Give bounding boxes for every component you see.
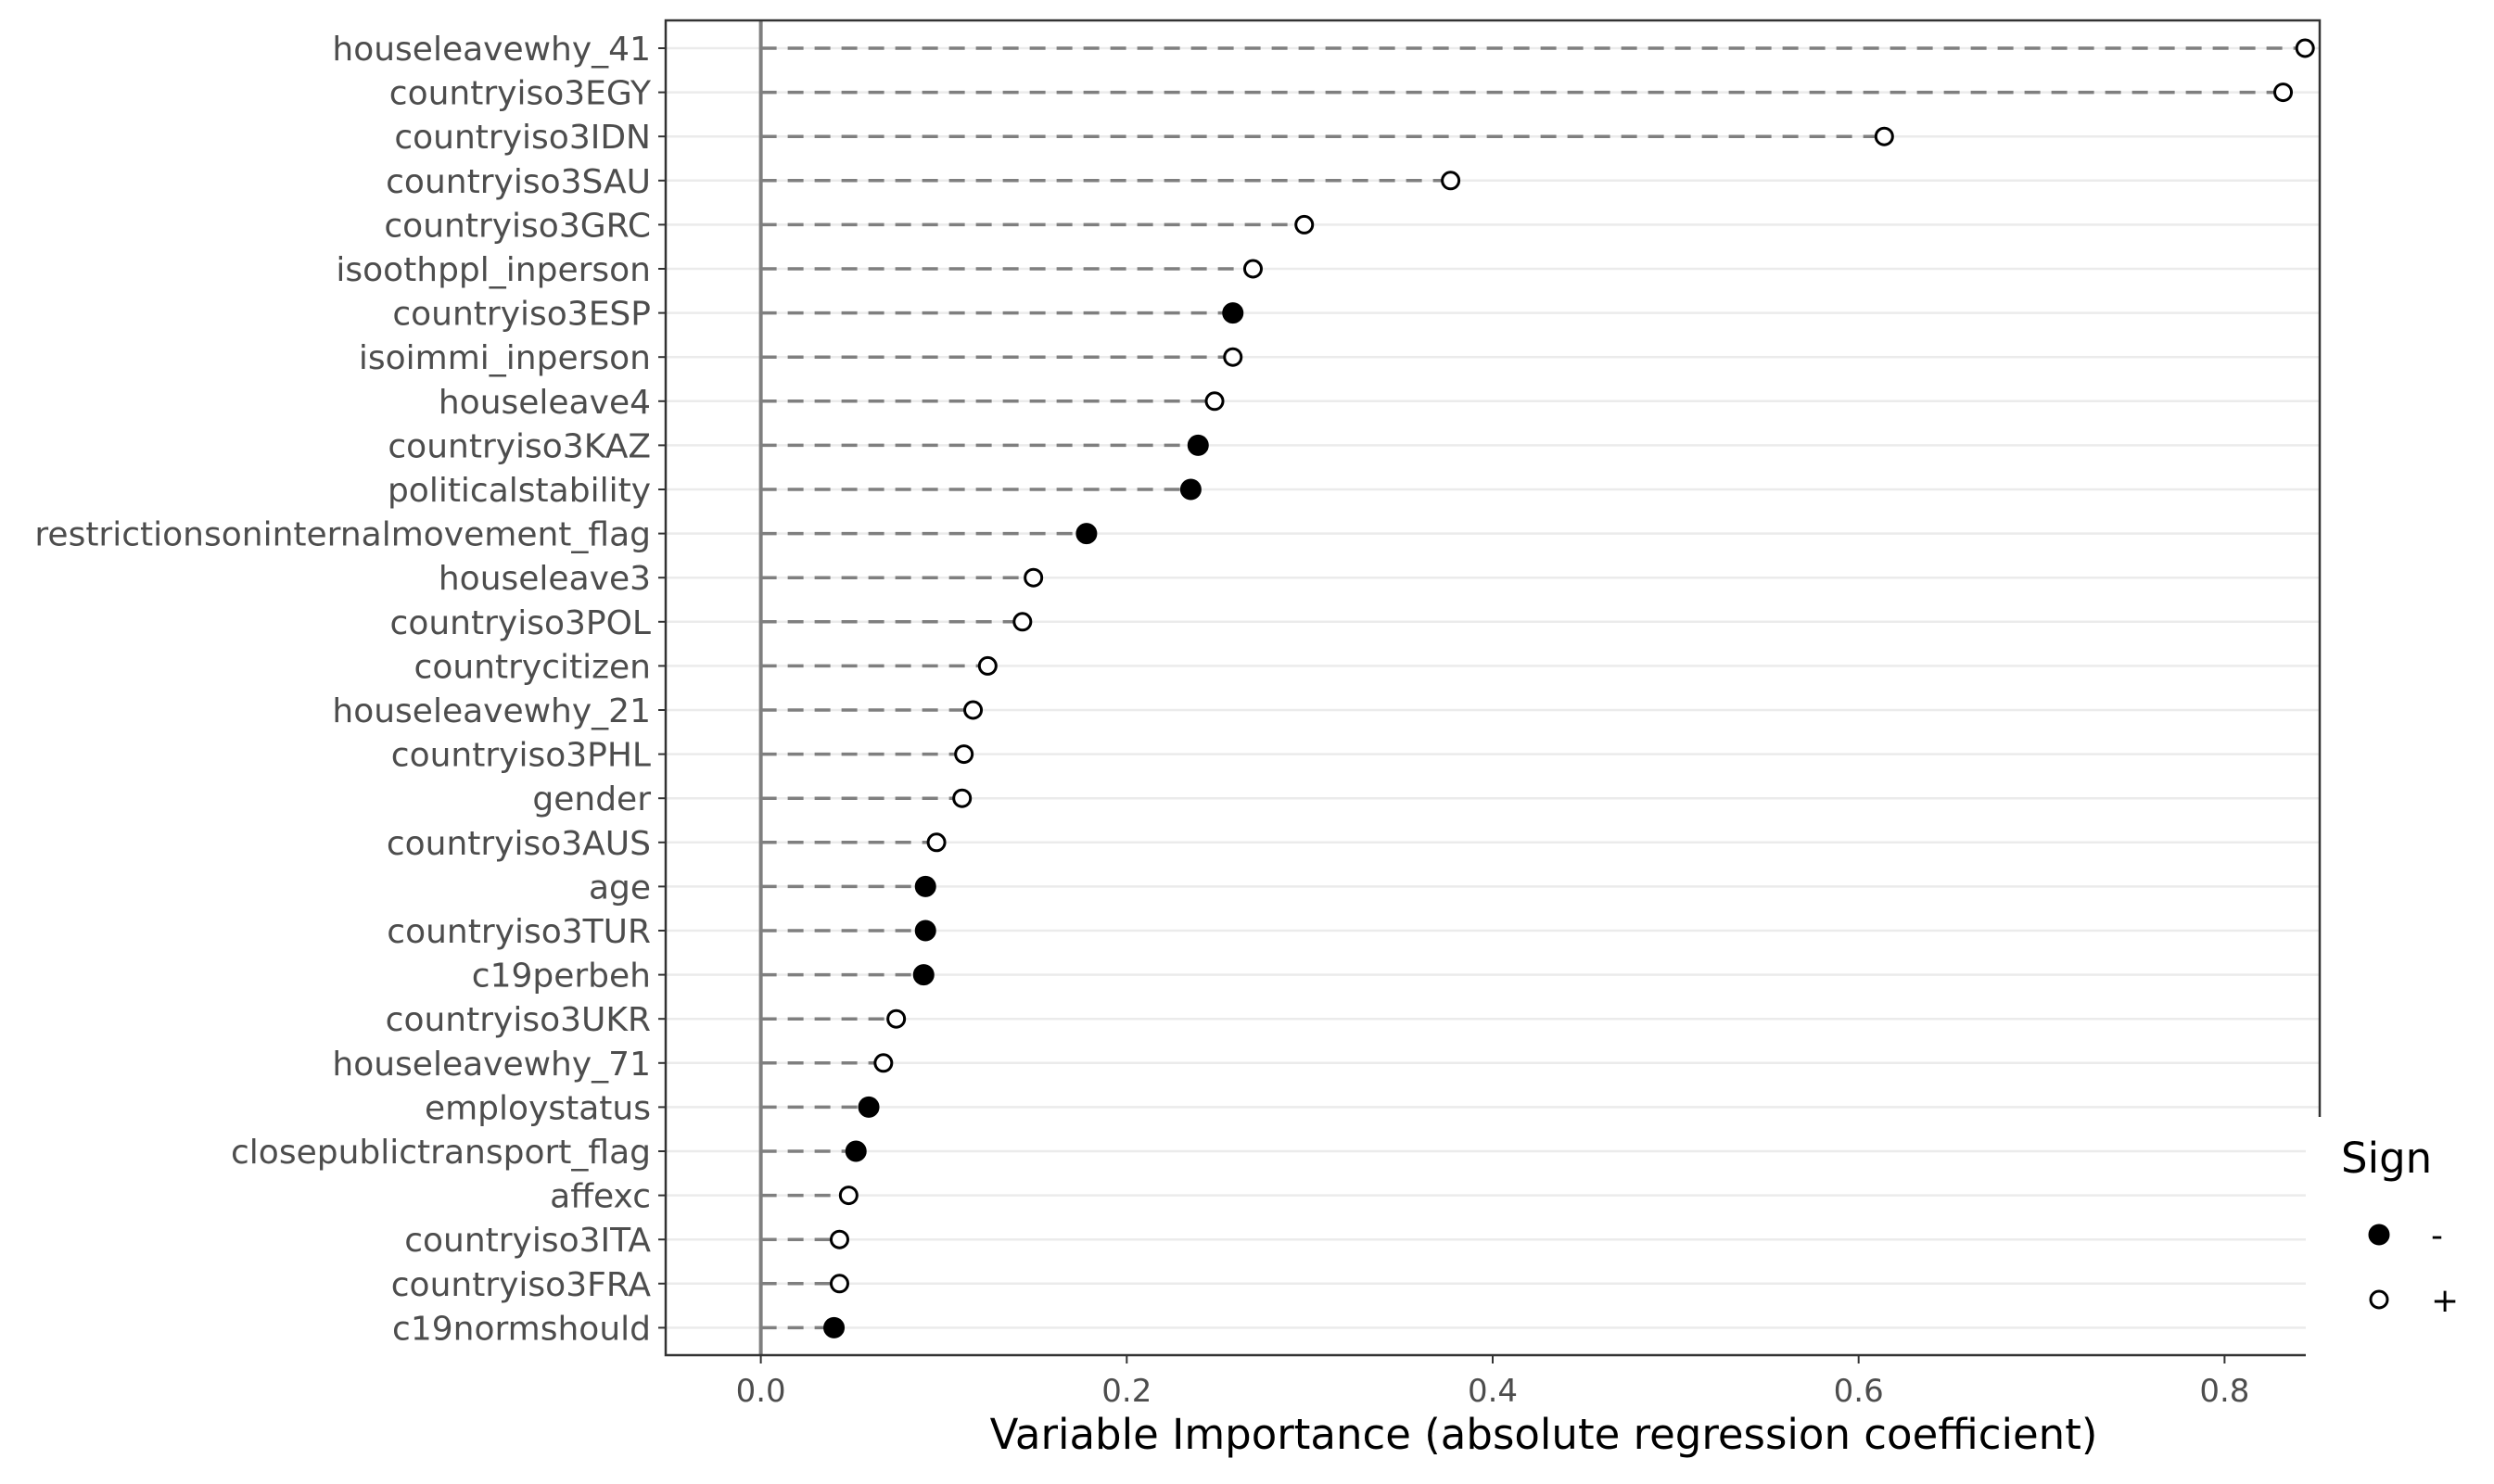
legend-label: + xyxy=(2431,1282,2459,1320)
gridlines xyxy=(666,46,2320,1329)
y-tick-label: houseleavewhy_41 xyxy=(332,31,651,69)
y-tick-label: countryiso3EGY xyxy=(389,75,652,113)
y-tick-label: restrictionsoninternalmovement_flag xyxy=(34,516,651,554)
point-countryiso3SAU xyxy=(1441,171,1461,191)
y-tick-label: houseleave3 xyxy=(439,560,651,598)
x-tick-label: 0.2 xyxy=(1101,1373,1152,1410)
y-tick-label: c19normshould xyxy=(392,1310,651,1348)
legend-label: - xyxy=(2431,1217,2443,1255)
y-tick-label: countryiso3POL xyxy=(390,604,651,642)
y-tick-label: countryiso3FRA xyxy=(391,1266,652,1304)
point-countryiso3EGY xyxy=(2273,82,2294,103)
y-tick-label: age xyxy=(589,869,651,907)
y-tick-label: gender xyxy=(532,780,651,818)
point-countryiso3FRA xyxy=(829,1274,849,1294)
y-tick-label: employstatus xyxy=(425,1089,651,1127)
legend-title: Sign xyxy=(2341,1134,2432,1183)
y-tick-label: countryiso3KAZ xyxy=(388,427,651,465)
y-tick-label: countryiso3IDN xyxy=(394,119,651,157)
point-houseleave3 xyxy=(1024,567,1044,588)
legend-background xyxy=(2306,1117,2491,1358)
x-tick-label: 0.4 xyxy=(1468,1373,1518,1410)
point-countryiso3ITA xyxy=(829,1229,849,1249)
y-tick-label: politicalstability xyxy=(388,472,651,510)
point-isoimmi_inperson xyxy=(1223,347,1243,367)
y-tick-label: countryiso3AUS xyxy=(387,825,651,863)
y-tick-label: countryiso3ITA xyxy=(404,1222,651,1260)
point-countryiso3AUS xyxy=(926,832,947,853)
point-restrictionsoninternalmovement_flag xyxy=(1075,523,1098,545)
legend-key-negative xyxy=(2368,1224,2390,1246)
point-houseleavewhy_71 xyxy=(873,1053,894,1073)
x-tick-label: 0.8 xyxy=(2199,1373,2249,1410)
y-tick-label: houseleavewhy_21 xyxy=(332,692,651,730)
y-tick-label: countryiso3ESP xyxy=(392,296,651,334)
point-countryiso3TUR xyxy=(914,920,936,942)
y-tick-label: isoimmi_inperson xyxy=(359,339,651,377)
point-gender xyxy=(952,788,973,808)
point-countryiso3GRC xyxy=(1294,214,1315,235)
point-countryiso3UKR xyxy=(886,1008,907,1029)
y-tick-label: affexc xyxy=(550,1178,651,1216)
point-countryiso3IDN xyxy=(1874,126,1894,146)
point-countryiso3KAZ xyxy=(1187,434,1209,456)
y-tick-label: countryiso3PHL xyxy=(391,737,651,775)
legend: Sign - + xyxy=(2306,1117,2491,1358)
axes xyxy=(658,19,2322,1364)
y-tick-label: countrycitizen xyxy=(414,648,651,686)
y-tick-label: countryiso3GRC xyxy=(384,207,651,245)
point-countryiso3ESP xyxy=(1222,302,1244,324)
point-c19perbeh xyxy=(912,964,935,986)
points xyxy=(823,38,2315,1338)
point-politicalstability xyxy=(1179,478,1202,501)
point-houseleavewhy_41 xyxy=(2295,38,2315,58)
x-tick-labels: 0.0 0.2 0.4 0.6 0.8 xyxy=(736,1373,2250,1410)
point-closepublictransport_flag xyxy=(845,1140,867,1162)
point-affexc xyxy=(838,1186,859,1206)
x-tick-label: 0.0 xyxy=(736,1373,786,1410)
point-countryiso3PHL xyxy=(954,744,974,765)
x-axis-title: Variable Importance (absolute regression… xyxy=(990,1410,2098,1459)
point-isoothppl_inperson xyxy=(1242,259,1263,279)
x-tick-label: 0.6 xyxy=(1834,1373,1884,1410)
y-tick-labels: houseleavewhy_41 countryiso3EGY countryiso… xyxy=(34,31,652,1348)
point-age xyxy=(914,875,936,897)
y-tick-label: isoothppl_inperson xyxy=(336,251,651,289)
y-tick-label: closepublictransport_flag xyxy=(231,1134,651,1172)
legend-key-positive xyxy=(2369,1289,2389,1310)
y-tick-label: c19perbeh xyxy=(472,958,651,996)
point-houseleave4 xyxy=(1204,391,1225,412)
y-tick-label: countryiso3UKR xyxy=(386,1001,651,1039)
y-tick-label: houseleavewhy_71 xyxy=(332,1046,651,1084)
stems xyxy=(760,46,2306,1330)
point-countryiso3POL xyxy=(1012,612,1033,632)
y-tick-label: countryiso3SAU xyxy=(386,163,651,201)
point-c19normshould xyxy=(823,1316,846,1338)
point-houseleavewhy_21 xyxy=(963,700,984,720)
y-tick-label: houseleave4 xyxy=(439,384,651,422)
panel-border xyxy=(664,19,2322,1357)
point-employstatus xyxy=(858,1096,880,1118)
y-tick-label: countryiso3TUR xyxy=(387,913,651,951)
point-countrycitizen xyxy=(977,655,998,676)
